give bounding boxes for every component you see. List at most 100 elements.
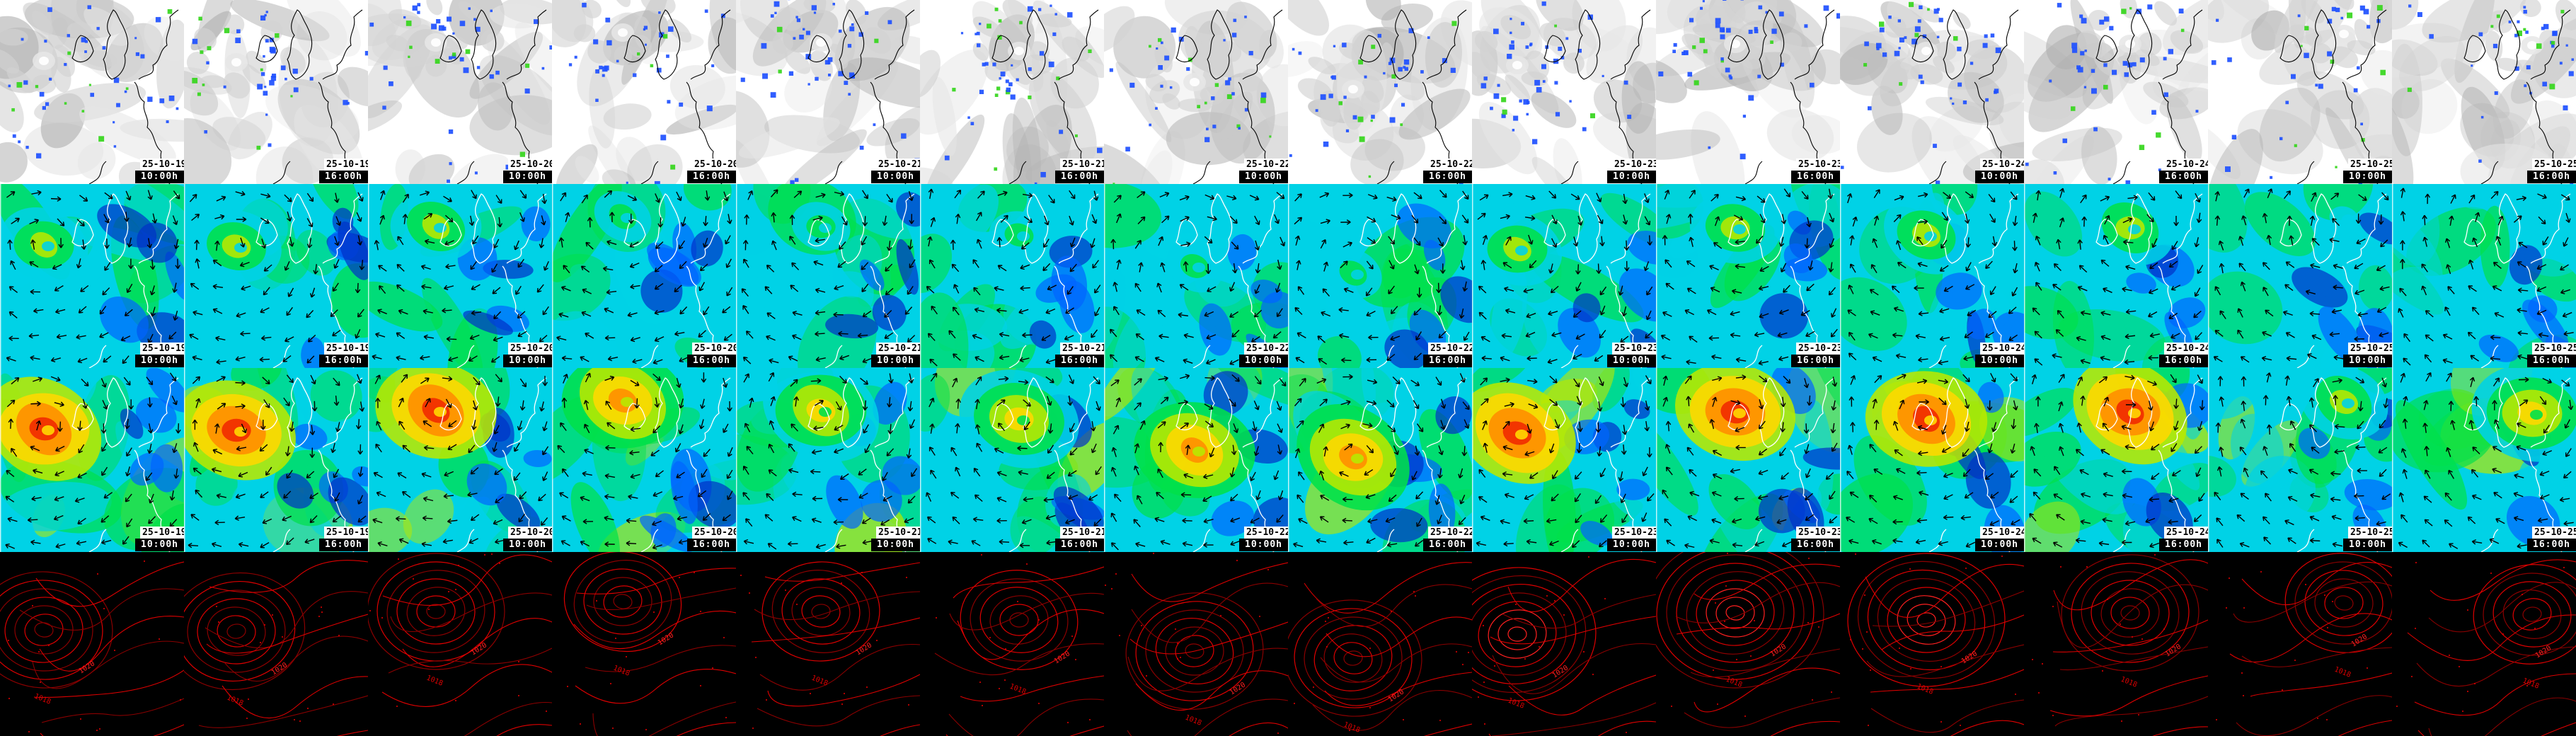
tile-time-label: 10:00h — [135, 171, 184, 183]
map-tile-row4-col8[interactable]: 1020 1018 — [1288, 552, 1472, 736]
map-tile-row2-col4[interactable]: 25-10-20 16:00h — [552, 184, 736, 368]
tile-date-label: 25-10-20 — [508, 159, 552, 171]
map-tile-row4-col13[interactable]: 1020 1018 — [2208, 552, 2392, 736]
wind-map — [736, 184, 920, 368]
map-tile-row2-col14[interactable]: 25-10-25 16:00h — [2392, 184, 2576, 368]
map-tile-row4-col5[interactable]: 1020 1018 — [736, 552, 920, 736]
map-tile-row3-col12[interactable]: 25-10-24 16:00h — [2024, 368, 2208, 552]
map-tile-row3-col1[interactable]: 25-10-19 10:00h — [0, 368, 184, 552]
tile-time-label: 10:00h — [1607, 355, 1656, 367]
map-tile-row3-col4[interactable]: 25-10-20 16:00h — [552, 368, 736, 552]
tile-time-label: 16:00h — [2527, 539, 2576, 551]
map-tile-row4-col3[interactable]: 1020 1018 — [368, 552, 552, 736]
map-tile-row2-col5[interactable]: 25-10-21 10:00h — [736, 184, 920, 368]
map-tile-row3-col6[interactable]: 25-10-21 16:00h — [920, 368, 1104, 552]
wind-map — [0, 184, 184, 368]
satellite-map — [552, 0, 736, 184]
gust-map — [736, 368, 920, 552]
map-tile-row3-col2[interactable]: 25-10-19 16:00h — [184, 368, 368, 552]
tile-time-label: 16:00h — [687, 355, 736, 367]
map-tile-row3-col11[interactable]: 25-10-24 10:00h — [1840, 368, 2024, 552]
map-tile-row3-col13[interactable]: 25-10-25 10:00h — [2208, 368, 2392, 552]
satellite-map — [1472, 0, 1656, 184]
map-tile-row2-col9[interactable]: 25-10-23 10:00h — [1472, 184, 1656, 368]
gust-map — [552, 368, 736, 552]
map-tile-row1-col8[interactable]: 25-10-22 16:00h — [1288, 0, 1472, 184]
satellite-map — [2208, 0, 2392, 184]
gust-map — [2208, 368, 2392, 552]
map-tile-row4-col12[interactable]: 1020 1018 — [2024, 552, 2208, 736]
tile-date-label: 25-10-19 — [140, 527, 184, 539]
wind-map — [368, 184, 552, 368]
map-tile-row3-col7[interactable]: 25-10-22 10:00h — [1104, 368, 1288, 552]
tile-date-label: 25-10-22 — [1428, 343, 1472, 355]
map-tile-row4-col1[interactable]: 1020 1018 — [0, 552, 184, 736]
map-tile-row3-col10[interactable]: 25-10-23 16:00h — [1656, 368, 1840, 552]
tile-time-label: 16:00h — [1423, 539, 1472, 551]
tile-date-label: 25-10-24 — [2164, 159, 2208, 171]
tile-time-label: 16:00h — [1055, 171, 1104, 183]
map-tile-row4-col6[interactable]: 1020 1018 — [920, 552, 1104, 736]
map-tile-row1-col10[interactable]: 25-10-23 16:00h — [1656, 0, 1840, 184]
map-tile-row1-col2[interactable]: 25-10-19 16:00h — [184, 0, 368, 184]
map-tile-row3-col8[interactable]: 25-10-22 16:00h — [1288, 368, 1472, 552]
tile-time-label: 10:00h — [1239, 539, 1288, 551]
tile-date-label: 25-10-20 — [508, 343, 552, 355]
map-tile-row4-col9[interactable]: 1020 1018 — [1472, 552, 1656, 736]
satellite-map — [1104, 0, 1288, 184]
map-tile-row1-col12[interactable]: 25-10-24 16:00h — [2024, 0, 2208, 184]
map-tile-row2-col3[interactable]: 25-10-20 10:00h — [368, 184, 552, 368]
satellite-map — [0, 0, 184, 184]
tile-date-label: 25-10-24 — [2164, 527, 2208, 539]
map-tile-row1-col9[interactable]: 25-10-23 10:00h — [1472, 0, 1656, 184]
map-tile-row1-col4[interactable]: 25-10-20 16:00h — [552, 0, 736, 184]
map-tile-row1-col3[interactable]: 25-10-20 10:00h — [368, 0, 552, 184]
map-tile-row1-col14[interactable]: 25-10-25 16:00h — [2392, 0, 2576, 184]
map-tile-row2-col6[interactable]: 25-10-21 16:00h — [920, 184, 1104, 368]
tile-date-label: 25-10-22 — [1428, 527, 1472, 539]
map-tile-row3-col9[interactable]: 25-10-23 10:00h — [1472, 368, 1656, 552]
map-tile-row1-col7[interactable]: 25-10-22 10:00h — [1104, 0, 1288, 184]
map-tile-row2-col13[interactable]: 25-10-25 10:00h — [2208, 184, 2392, 368]
tile-date-label: 25-10-24 — [1980, 527, 2024, 539]
map-tile-row1-col11[interactable]: 25-10-24 10:00h — [1840, 0, 2024, 184]
map-tile-row4-col2[interactable]: 1020 1018 — [184, 552, 368, 736]
map-tile-row4-col4[interactable]: 1020 1018 — [552, 552, 736, 736]
map-tile-row2-col11[interactable]: 25-10-24 10:00h — [1840, 184, 2024, 368]
map-tile-row1-col6[interactable]: 25-10-21 16:00h — [920, 0, 1104, 184]
map-tile-row4-col7[interactable]: 1020 1018 — [1104, 552, 1288, 736]
map-tile-row2-col7[interactable]: 25-10-22 10:00h — [1104, 184, 1288, 368]
wind-map — [2392, 184, 2576, 368]
tile-time-label: 10:00h — [1239, 171, 1288, 183]
tile-date-label: 25-10-25 — [2532, 343, 2576, 355]
tile-time-label: 16:00h — [1423, 171, 1472, 183]
tile-time-label: 16:00h — [687, 171, 736, 183]
map-tile-row1-col13[interactable]: 25-10-25 10:00h — [2208, 0, 2392, 184]
tile-date-label: 25-10-19 — [324, 343, 368, 355]
map-tile-row3-col3[interactable]: 25-10-20 10:00h — [368, 368, 552, 552]
map-tile-row2-col2[interactable]: 25-10-19 16:00h — [184, 184, 368, 368]
map-tile-row2-col1[interactable]: 25-10-19 10:00h — [0, 184, 184, 368]
map-tile-row4-col10[interactable]: 1020 1018 — [1656, 552, 1840, 736]
wind-map — [1472, 184, 1656, 368]
tile-time-label: 10:00h — [2343, 171, 2392, 183]
map-tile-row4-col14[interactable]: 1020 1018 — [2392, 552, 2576, 736]
map-tile-row1-col1[interactable]: 25-10-19 10:00h — [0, 0, 184, 184]
satellite-map — [368, 0, 552, 184]
map-tile-row3-col14[interactable]: 25-10-25 16:00h — [2392, 368, 2576, 552]
map-tile-row2-col12[interactable]: 25-10-24 16:00h — [2024, 184, 2208, 368]
map-tile-row2-col8[interactable]: 25-10-22 16:00h — [1288, 184, 1472, 368]
gust-map — [1840, 368, 2024, 552]
map-tile-row3-col5[interactable]: 25-10-21 10:00h — [736, 368, 920, 552]
tile-date-label: 25-10-19 — [324, 159, 368, 171]
map-tile-row4-col11[interactable]: 1020 1018 — [1840, 552, 2024, 736]
gust-map — [1104, 368, 1288, 552]
map-tile-row2-col10[interactable]: 25-10-23 16:00h — [1656, 184, 1840, 368]
map-tile-row1-col5[interactable]: 25-10-21 10:00h — [736, 0, 920, 184]
tile-time-label: 16:00h — [319, 171, 368, 183]
